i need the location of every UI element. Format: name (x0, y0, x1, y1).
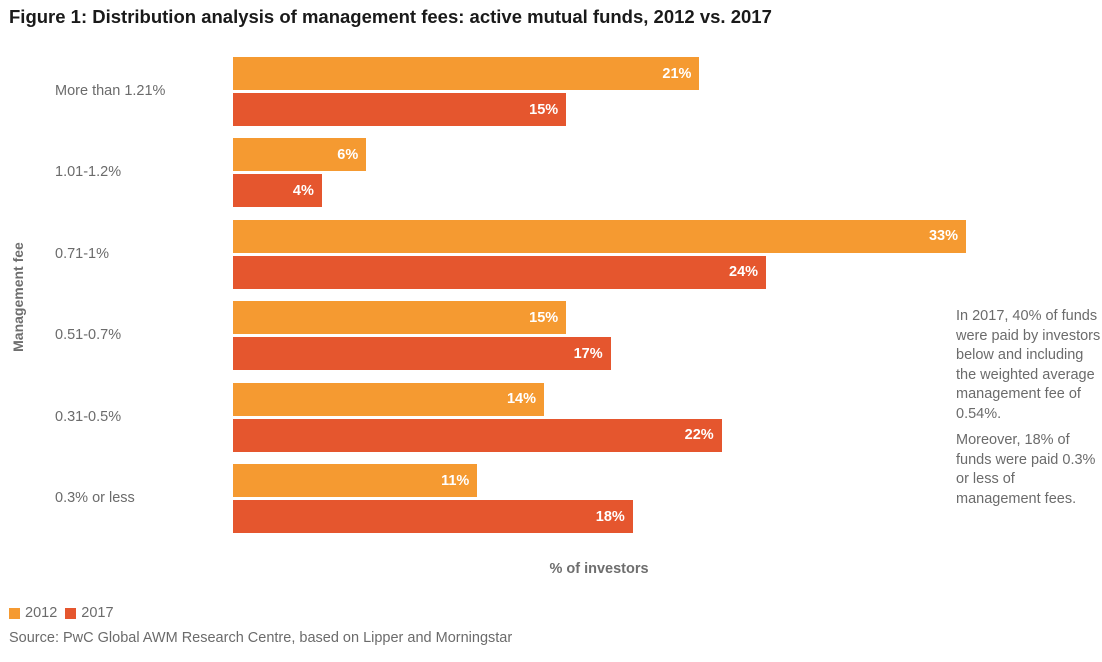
x-axis-label: % of investors (549, 561, 649, 577)
source-note: Source: PwC Global AWM Research Centre, … (9, 630, 513, 646)
data-label: 21% (662, 65, 692, 82)
data-label: 14% (506, 391, 536, 408)
legend-swatch-2012 (9, 607, 20, 619)
legend-swatch-2017 (65, 607, 77, 619)
data-label: 33% (928, 228, 958, 245)
bar-2012: 6% (233, 138, 367, 172)
bar-2017: 17% (233, 337, 611, 371)
category-label: 1.01-1.2% (55, 164, 122, 181)
bar-2012: 33% (233, 219, 966, 253)
legend-item-2017: 2017 (65, 605, 114, 621)
category-label: 0.51-0.7% (55, 327, 122, 344)
data-label: 15% (529, 101, 559, 118)
annotation-note: In 2017, 40% of funds were paid by inves… (956, 307, 1102, 516)
data-label: 24% (729, 264, 759, 281)
annotation-paragraph-2: Moreover, 18% of funds were paid 0.3% or… (956, 432, 1096, 507)
data-label: 18% (595, 508, 625, 525)
bar-2012: 21% (233, 57, 700, 90)
data-label: 4% (292, 182, 314, 199)
bar-2017: 24% (233, 255, 767, 289)
data-label: 15% (529, 309, 559, 326)
bar-2012: 11% (233, 464, 478, 497)
category-label: More than 1.21% (55, 83, 166, 99)
chart-title: Figure 1: Distribution analysis of manag… (9, 6, 772, 27)
annotation-paragraph-1: In 2017, 40% of funds were paid by inves… (956, 308, 1101, 422)
data-label: 22% (684, 427, 714, 444)
y-axis-label: Management fee (10, 242, 26, 352)
legend-item-2012: 2012 (9, 605, 57, 621)
legend: 2012 2017 (9, 605, 122, 621)
bar-2017: 22% (233, 418, 722, 452)
bar-2017: 4% (233, 174, 322, 208)
data-label: 17% (573, 345, 603, 362)
data-label: 6% (337, 146, 359, 163)
bar-2017: 15% (233, 93, 567, 126)
bar-2017: 18% (233, 500, 633, 533)
category-label: 0.31-0.5% (55, 408, 122, 425)
bar-2012: 15% (233, 301, 567, 335)
category-label: 0.71-1% (55, 245, 110, 262)
legend-label-2012: 2012 (25, 605, 58, 621)
category-label: 0.3% or less (55, 490, 135, 506)
bar-2012: 14% (233, 382, 544, 416)
legend-label-2017: 2017 (81, 605, 114, 621)
data-label: 11% (441, 472, 470, 489)
